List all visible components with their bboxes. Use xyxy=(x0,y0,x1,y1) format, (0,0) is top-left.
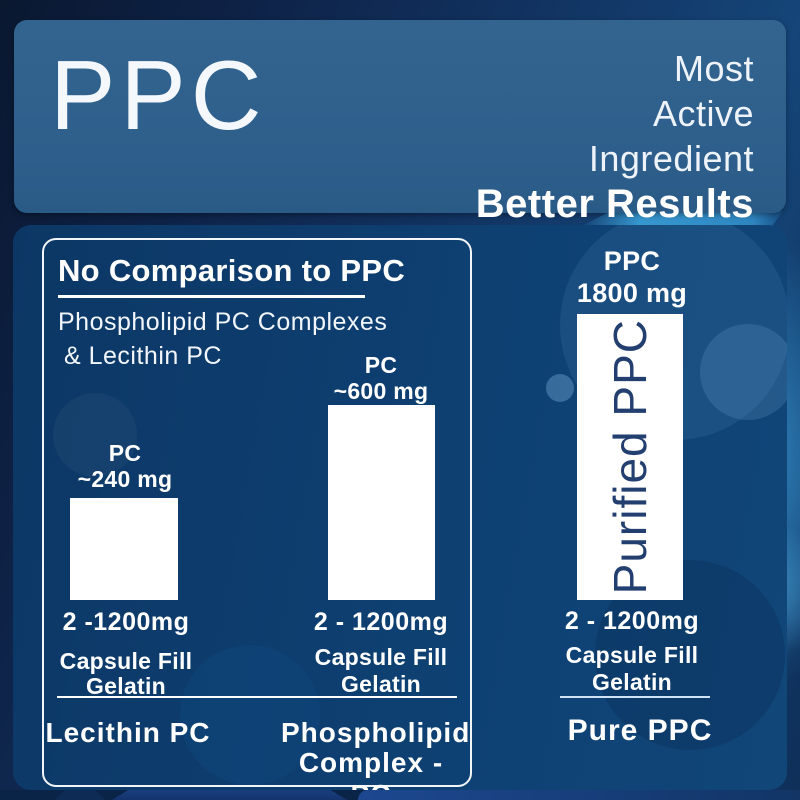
tagline-emphasis: Better Results xyxy=(475,182,754,226)
bokeh-circle xyxy=(700,324,787,420)
product-name: Pure PPC xyxy=(567,714,713,747)
capsule-range-label: 2 - 1200mg xyxy=(313,608,449,636)
bar-value-label: PC xyxy=(108,440,142,466)
capsule-fill-label: Capsule Fill xyxy=(59,648,193,674)
bokeh-circle xyxy=(546,374,574,402)
bokeh-circle xyxy=(53,393,137,477)
bar-amount-label: 1800 mg xyxy=(576,278,688,308)
tagline-line: Active xyxy=(652,93,754,134)
products-separator xyxy=(57,696,457,698)
product-name: Lecithin PC xyxy=(45,717,211,748)
bar-amount-label: ~240 mg xyxy=(77,466,173,492)
bokeh-circle xyxy=(180,645,320,785)
bottom-beam xyxy=(112,790,347,800)
bottom-beam xyxy=(55,790,105,800)
bar-inner-label: Purified PPC xyxy=(604,319,656,595)
comparison-title: No Comparison to PPC xyxy=(58,253,406,288)
comparison-box xyxy=(42,238,472,787)
bar-value-label: PPC xyxy=(603,246,661,276)
capsule-fill-label: Gelatin xyxy=(340,671,422,697)
bar-value-label: PC xyxy=(364,352,398,378)
tagline-line: Most xyxy=(673,48,754,89)
capsule-fill-label: Gelatin xyxy=(591,669,673,695)
brand-logo: PPC xyxy=(50,40,267,150)
tagline-line: Ingredient xyxy=(588,138,754,179)
bar-phospholipid-complex xyxy=(328,405,435,600)
capsule-range-label: 2 - 1200mg xyxy=(564,607,700,635)
product-name: Phospholipid xyxy=(281,717,471,748)
bar-pure-ppc: Purified PPC xyxy=(577,314,683,600)
tagline: Most Active Ingredient Better Results xyxy=(476,46,754,228)
bottom-beam xyxy=(358,790,800,800)
product-name: Complex - PC xyxy=(298,747,444,800)
background-light-beam xyxy=(578,211,783,228)
bar-amount-label: ~600 mg xyxy=(333,378,429,404)
capsule-fill-label: Capsule Fill xyxy=(565,642,699,668)
pure-ppc-separator xyxy=(560,696,710,698)
capsule-range-label: 2 -1200mg xyxy=(62,608,190,636)
header-banner: PPC Most Active Ingredient Better Result… xyxy=(14,20,786,226)
comparison-subtitle-2: & Lecithin PC xyxy=(64,342,222,370)
capsule-fill-label: Capsule Fill xyxy=(314,644,448,670)
bar-lecithin-pc xyxy=(70,498,178,600)
capsule-fill-label: Gelatin xyxy=(85,673,167,699)
comparison-subtitle-1: Phospholipid PC Complexes xyxy=(58,308,388,336)
bottom-band xyxy=(0,790,800,800)
title-underline xyxy=(58,295,365,298)
